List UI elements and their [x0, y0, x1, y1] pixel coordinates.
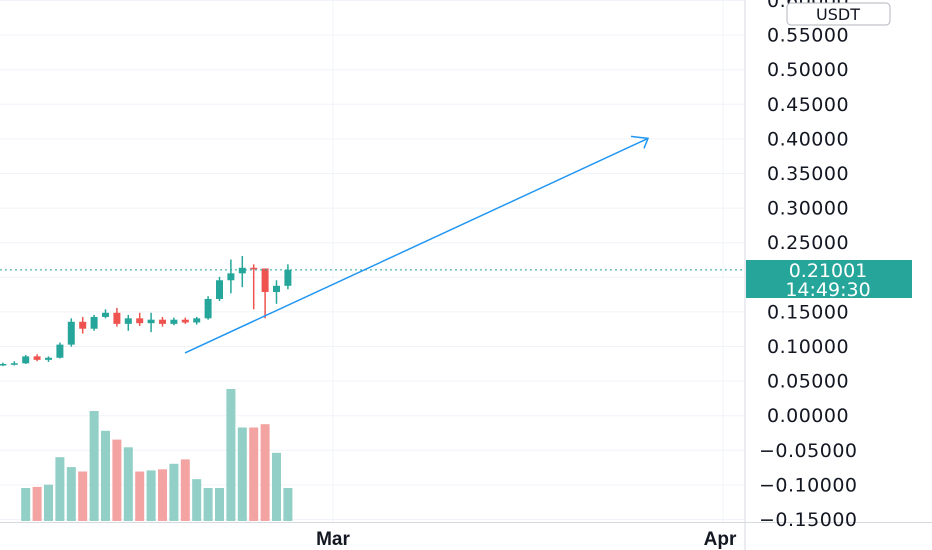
- y-tick-label: 0.25000: [767, 232, 849, 254]
- candlesticks: [0, 256, 292, 367]
- last-price-value: 0.21001: [789, 260, 868, 282]
- volume-bar: [135, 471, 145, 521]
- trendline: [184, 137, 649, 354]
- candle-body: [227, 273, 235, 281]
- candle-body: [181, 319, 189, 323]
- y-tick-label: 0.40000: [767, 128, 849, 150]
- volume-bar: [123, 447, 133, 521]
- y-tick-label: 0.35000: [767, 163, 849, 185]
- candle-body: [250, 267, 258, 270]
- candle-body: [79, 321, 87, 329]
- volume-bar: [101, 430, 110, 521]
- trendline-arrow[interactable]: [184, 135, 650, 354]
- candle-body: [10, 363, 18, 365]
- candle-body: [22, 356, 30, 364]
- y-tick-label: −0.05000: [759, 440, 858, 462]
- time-axis[interactable]: Mar Apr: [316, 529, 737, 550]
- candle-body: [124, 318, 132, 324]
- y-tick-label: −0.15000: [759, 509, 858, 531]
- candle-body: [193, 318, 201, 323]
- volume-bar: [146, 470, 156, 521]
- last-price-tag: 0.21001: [746, 260, 912, 282]
- x-tick-label: Mar: [316, 529, 350, 550]
- countdown-tag: 14:49:30: [746, 279, 912, 301]
- candle-body: [147, 319, 155, 324]
- y-tick-label: −0.10000: [759, 474, 858, 496]
- volume-bar: [249, 427, 259, 521]
- y-tick-label: 0.55000: [767, 25, 849, 47]
- candle-body: [90, 316, 98, 329]
- candle-body: [216, 280, 223, 299]
- y-tick-label: 0.00000: [767, 405, 849, 427]
- arrow-head: [630, 135, 650, 149]
- volume-bar: [226, 389, 236, 521]
- y-tick-label: 0.45000: [767, 94, 849, 116]
- candle-body: [56, 344, 64, 358]
- y-tick-label: 0.50000: [767, 59, 849, 81]
- volume-bar: [21, 488, 31, 521]
- y-tick-label: 0.10000: [767, 336, 849, 358]
- y-tick-label: 0.30000: [767, 198, 849, 220]
- candle-body: [33, 356, 41, 360]
- volume-bar: [44, 484, 53, 521]
- volume-bar: [89, 411, 99, 521]
- y-tick-label: 0.15000: [767, 301, 849, 323]
- volume-bar: [32, 486, 42, 521]
- volume-bars: [21, 389, 293, 521]
- candle-body: [113, 312, 121, 324]
- countdown-value: 14:49:30: [785, 279, 870, 301]
- candle-body: [136, 318, 144, 324]
- volume-bar: [169, 463, 179, 521]
- candle-body: [204, 298, 212, 319]
- volume-bar: [66, 467, 76, 521]
- candle-body: [102, 312, 109, 317]
- volume-bar: [215, 488, 224, 521]
- candle-body: [45, 357, 52, 360]
- volume-bar: [237, 427, 247, 521]
- candle-body: [0, 363, 7, 366]
- volume-bar: [192, 479, 202, 521]
- volume-bar: [55, 457, 65, 521]
- candle-body: [261, 268, 269, 293]
- candle-body: [273, 285, 280, 293]
- candle-body: [284, 269, 292, 286]
- volume-bar: [78, 471, 88, 521]
- volume-bar: [158, 469, 167, 521]
- candle-body: [170, 319, 178, 324]
- volume-bar: [260, 424, 270, 521]
- candle-body: [159, 319, 166, 324]
- candle-body: [67, 321, 75, 345]
- volume-bar: [272, 452, 281, 521]
- x-tick-label: Apr: [704, 529, 737, 550]
- volume-bar: [283, 488, 293, 521]
- currency-badge[interactable]: USDT: [786, 2, 891, 26]
- volume-bar: [203, 488, 213, 521]
- volume-bar: [180, 459, 190, 521]
- candle-body: [238, 267, 246, 274]
- volume-bar: [112, 439, 122, 521]
- grid: [0, 0, 745, 522]
- currency-label: USDT: [816, 5, 860, 24]
- y-tick-label: 0.05000: [767, 371, 849, 393]
